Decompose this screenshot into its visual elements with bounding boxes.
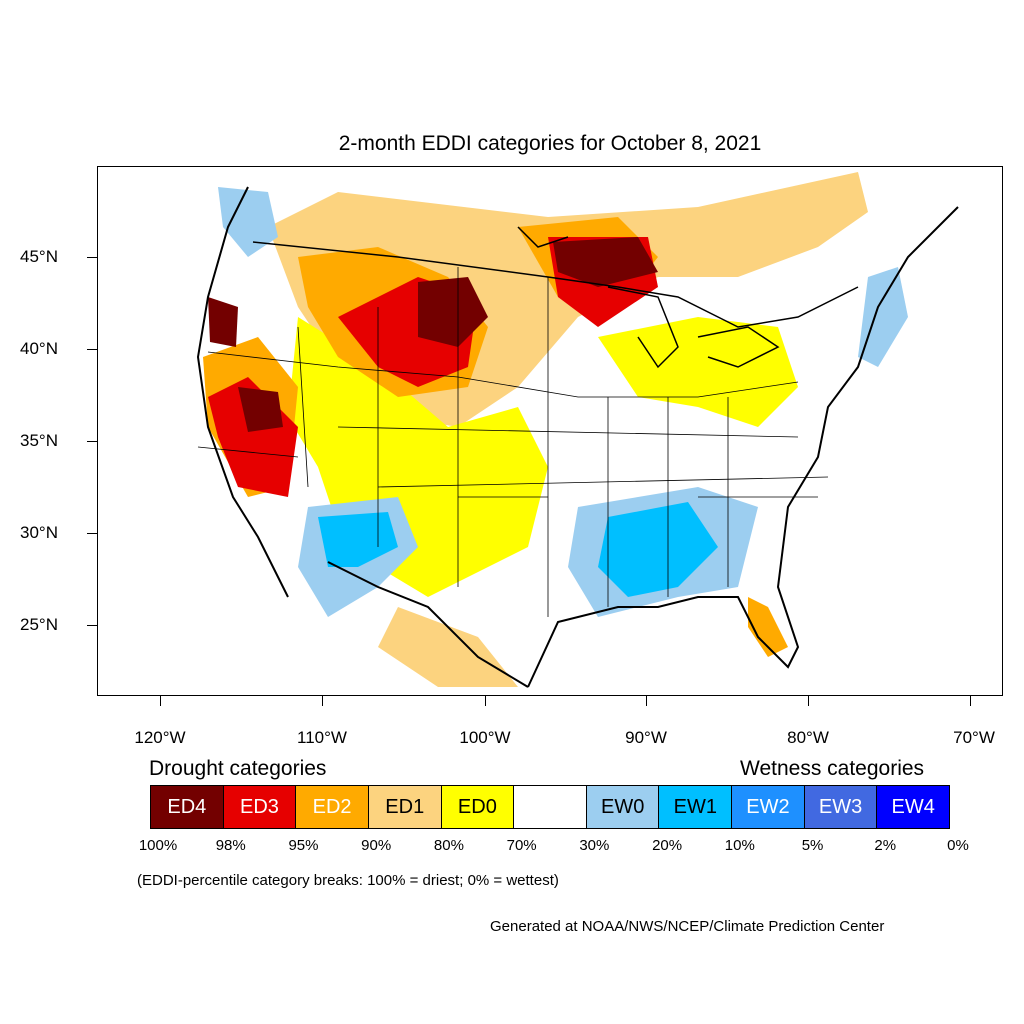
- lon-label-80: 80°W: [787, 728, 829, 747]
- legend-swatch-ed1: ED1: [368, 786, 442, 828]
- lon-tick: [160, 696, 161, 706]
- lon-label-90: 90°W: [625, 728, 667, 747]
- lat-label-40: 40°N: [20, 339, 58, 358]
- state-borders: [197, 267, 829, 617]
- legend-break-label: 95%: [288, 837, 319, 854]
- ed1-region-texas: [378, 607, 518, 687]
- lat-tick: [87, 533, 97, 534]
- lat-tick: [87, 349, 97, 350]
- map-title: 2-month EDDI categories for October 8, 2…: [338, 132, 762, 155]
- ed4-region-minnesota: [553, 237, 658, 287]
- lat-tick: [87, 625, 97, 626]
- legend-break-label: 30%: [579, 837, 610, 854]
- ed4-region-oregon: [208, 297, 238, 347]
- legend-colorbar: ED4 ED3 ED2 ED1 ED0 EW0 EW1 EW2 EW3 EW4: [150, 785, 950, 829]
- legend-swatch-ew2: EW2: [732, 786, 805, 828]
- ew0-region-northwest: [218, 187, 278, 257]
- ed4-region-dakota: [418, 277, 488, 347]
- drought-heading: Drought categories: [149, 757, 327, 780]
- lon-label-120: 120°W: [134, 728, 186, 747]
- legend-break-label: 5%: [801, 837, 824, 854]
- legend-break-label: 70%: [506, 837, 537, 854]
- legend-swatch-ed4: ED4: [151, 786, 224, 828]
- map-panel[interactable]: [97, 166, 1003, 696]
- coastline: [196, 186, 959, 688]
- lat-label-35: 35°N: [20, 431, 58, 450]
- lat-label-45: 45°N: [20, 247, 58, 266]
- ed0-region-northeast: [598, 317, 798, 427]
- legend-swatch-ew0: EW0: [586, 786, 660, 828]
- legend-break-label: 100%: [138, 837, 178, 854]
- lon-label-70: 70°W: [953, 728, 995, 747]
- great-lakes: [517, 226, 780, 369]
- canada-border: [252, 241, 859, 328]
- lat-label-30: 30°N: [20, 523, 58, 542]
- legend-break-label: 0%: [947, 837, 969, 854]
- legend-swatch-ew4: EW4: [877, 786, 950, 828]
- legend-swatch-ed3: ED3: [223, 786, 297, 828]
- lat-tick: [87, 441, 97, 442]
- credit-line: Generated at NOAA/NWS/NCEP/Climate Predi…: [490, 918, 885, 935]
- legend-break-label: 80%: [433, 837, 464, 854]
- lat-label-25: 25°N: [20, 615, 58, 634]
- ew1-region-southeast: [598, 502, 718, 597]
- lat-tick: [87, 257, 97, 258]
- legend-swatch-ed0: ED0: [441, 786, 515, 828]
- legend-swatch-ed2: ED2: [296, 786, 369, 828]
- lon-label-100: 100°W: [459, 728, 511, 747]
- category-note: (EDDI-percentile category breaks: 100% =…: [137, 872, 559, 889]
- legend-break-label: 2%: [874, 837, 897, 854]
- legend-swatch-normal: [514, 786, 587, 828]
- legend-swatch-ew1: EW1: [659, 786, 733, 828]
- lon-label-110: 110°W: [297, 728, 347, 747]
- lon-tick: [970, 696, 971, 706]
- lon-tick: [808, 696, 809, 706]
- lon-tick: [322, 696, 323, 706]
- lon-tick: [485, 696, 486, 706]
- wetness-heading: Wetness categories: [740, 757, 925, 780]
- ed4-region-nevada: [238, 387, 283, 432]
- legend-break-label: 90%: [361, 837, 392, 854]
- legend-break-label: 20%: [652, 837, 683, 854]
- legend-break-label: 10%: [724, 837, 755, 854]
- eddi-map: [196, 172, 959, 688]
- lon-tick: [646, 696, 647, 706]
- ed2-region-florida: [748, 597, 788, 657]
- legend-swatch-ew3: EW3: [804, 786, 878, 828]
- ew0-region-northeast: [858, 267, 908, 367]
- legend-break-label: 98%: [215, 837, 246, 854]
